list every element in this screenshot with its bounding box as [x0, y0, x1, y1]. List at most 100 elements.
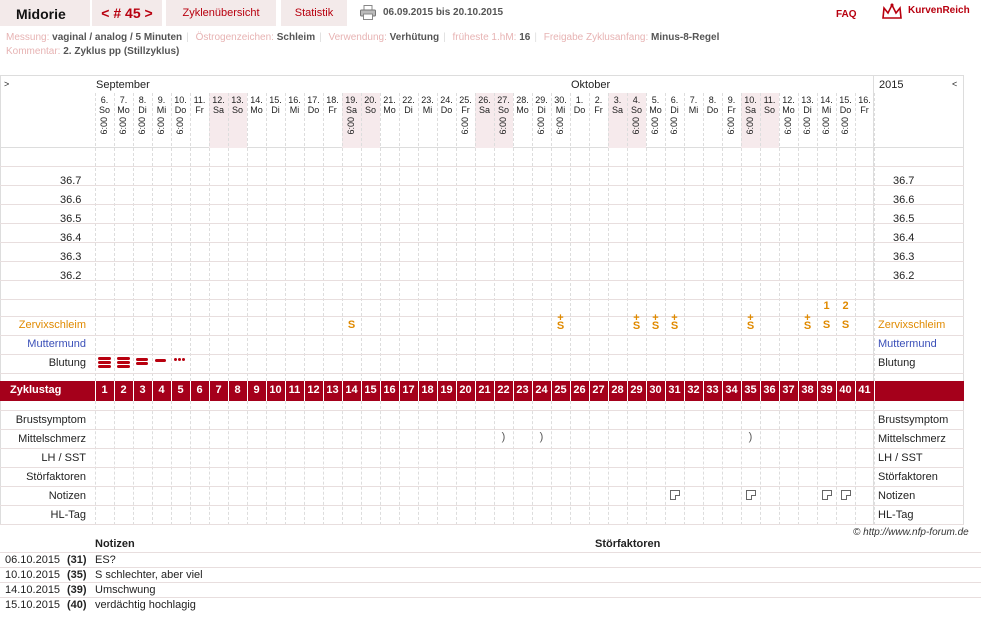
tab-statistics[interactable]: Statistik: [281, 0, 347, 26]
cycle-day-divider: [513, 381, 514, 401]
day-gridline: [722, 93, 723, 381]
day-weekday: So: [98, 105, 110, 115]
cycle-day-number: 29: [630, 384, 643, 396]
row-label-mittel-right: Mittelschmerz: [878, 433, 946, 445]
crown-icon: [882, 3, 902, 19]
mucus-symbol: + S: [803, 312, 812, 332]
day-date: 14.: [820, 95, 833, 105]
row-label-brust-right: Brustsymptom: [878, 414, 949, 426]
bleeding-spotting: [182, 358, 185, 361]
day-weekday: Mi: [555, 105, 566, 115]
cycle-day-number: 23: [516, 384, 529, 396]
cycle-day-divider: [95, 381, 96, 401]
cycle-day-divider: [817, 381, 818, 401]
mucus-symbol: + S: [556, 312, 565, 332]
temp-label-right: 36.4: [893, 232, 915, 244]
weekend-column: [361, 93, 380, 148]
day-date: 13.: [801, 95, 814, 105]
tab-cycle-overview[interactable]: Zyklenübersicht: [166, 0, 276, 26]
cycle-day-divider: [703, 381, 704, 401]
day-gridline-lower: [266, 401, 267, 525]
day-gridline-lower: [152, 401, 153, 525]
note-cycle-day: (40): [67, 599, 87, 611]
day-weekday: Sa: [478, 105, 490, 115]
day-gridline: [589, 93, 590, 381]
day-gridline: [646, 93, 647, 381]
nav-right-arrow[interactable]: <: [952, 79, 958, 89]
day-gridline-lower: [418, 401, 419, 525]
day-gridline: [209, 93, 210, 381]
measure-time: 6:00: [460, 117, 470, 135]
day-date: 9.: [727, 95, 736, 105]
day-weekday: Mi: [289, 105, 300, 115]
measure-time: 6:00: [631, 117, 641, 135]
cycle-day-divider: [323, 381, 324, 401]
freigabe-value: Minus-8-Regel: [651, 32, 720, 43]
row-gridline: [0, 261, 964, 262]
temp-label-left: 36.3: [60, 251, 82, 263]
cycle-day-divider: [836, 381, 837, 401]
day-gridline-lower: [114, 401, 115, 525]
cycle-day-number: 17: [402, 384, 415, 396]
brand-logo-text[interactable]: KurvenReich: [908, 5, 970, 16]
weekend-column: [209, 93, 228, 148]
day-gridline-lower: [513, 401, 514, 525]
day-gridline: [437, 93, 438, 381]
cycle-day-number: 10: [269, 384, 282, 396]
day-gridline: [361, 93, 362, 381]
row-label-mittel: Mittelschmerz: [18, 433, 86, 445]
day-weekday: Mo: [383, 105, 396, 115]
oestrogen-value: Schleim: [276, 32, 316, 43]
day-date: 28.: [516, 95, 529, 105]
day-weekday: Di: [271, 105, 280, 115]
day-gridline: [190, 93, 191, 381]
cycle-day-divider: [779, 381, 780, 401]
right-panel-border: [873, 75, 874, 525]
day-gridline-lower: [133, 401, 134, 525]
day-date: 5.: [651, 95, 660, 105]
day-weekday: Fr: [195, 105, 204, 115]
cycle-day-number: 41: [858, 384, 871, 396]
row-gridline: [0, 316, 964, 317]
row-gridline: [0, 410, 964, 411]
day-date: 1.: [575, 95, 584, 105]
day-date: 12.: [212, 95, 225, 105]
note-date: 14.10.2015: [5, 584, 61, 596]
cycle-day-divider: [133, 381, 134, 401]
measure-time: 6:00: [650, 117, 660, 135]
note-text: verdächtig hochlagig: [95, 599, 196, 611]
bleeding-strong: [117, 365, 130, 368]
temp-label-right: 36.7: [893, 175, 915, 187]
day-date: 12.: [782, 95, 795, 105]
cycle-day-divider: [646, 381, 647, 401]
cycle-day-divider: [570, 381, 571, 401]
day-date: 25.: [459, 95, 472, 105]
day-gridline-lower: [437, 401, 438, 525]
date-range: 06.09.2015 bis 20.10.2015: [383, 7, 504, 18]
faq-link[interactable]: FAQ: [836, 9, 857, 20]
row-gridline: [0, 299, 964, 300]
day-gridline: [836, 93, 837, 381]
day-weekday: Mi: [821, 105, 832, 115]
measure-time: 6:00: [175, 117, 185, 135]
day-gridline: [874, 93, 875, 381]
bleeding-strong: [98, 361, 111, 364]
cycle-navigator[interactable]: < # 45 >: [92, 0, 162, 26]
measure-time: 6:00: [802, 117, 812, 135]
note-cycle-day: (31): [67, 554, 87, 566]
day-gridline-lower: [247, 401, 248, 525]
weekend-column: [494, 93, 513, 148]
cycle-day-number: 25: [554, 384, 567, 396]
day-gridline-lower: [551, 401, 552, 525]
cycle-day-divider: [760, 381, 761, 401]
day-gridline: [817, 93, 818, 381]
day-weekday: So: [763, 105, 775, 115]
day-gridline-lower: [855, 401, 856, 525]
cycle-day-number: 6: [196, 384, 203, 396]
day-weekday: Fr: [461, 105, 470, 115]
nav-left-arrow[interactable]: >: [4, 79, 10, 89]
day-gridline: [703, 93, 704, 381]
note-cycle-day: (39): [67, 584, 87, 596]
print-icon[interactable]: [360, 5, 376, 20]
kommentar-value: 2. Zyklus pp (Stillzyklus): [63, 46, 180, 57]
